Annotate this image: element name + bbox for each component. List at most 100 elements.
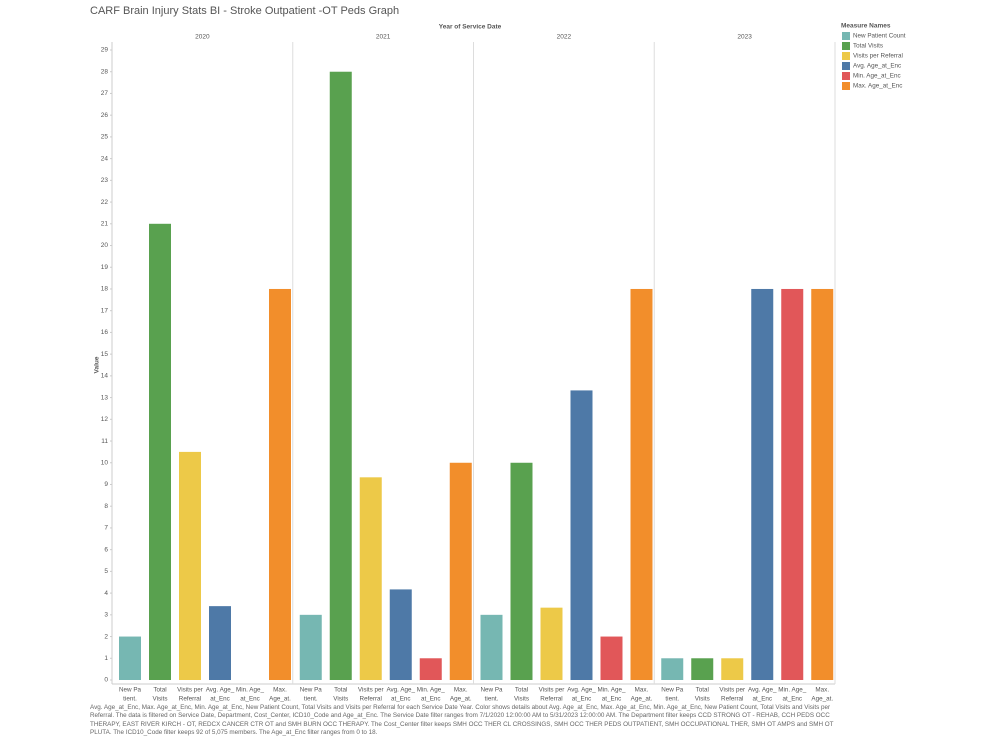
y-tick-label: 18 bbox=[101, 286, 109, 293]
legend-label: Min. Age_at_Enc bbox=[853, 73, 901, 80]
x-tick-label: Age_at. bbox=[450, 696, 472, 703]
y-tick-label: 21 bbox=[101, 221, 109, 228]
x-tick-label: at_Enc bbox=[752, 696, 772, 703]
x-tick-label: Visits per bbox=[539, 687, 565, 694]
bar bbox=[449, 462, 472, 680]
chart-title: CARF Brain Injury Stats BI - Stroke Outp… bbox=[90, 5, 399, 17]
bar bbox=[721, 658, 744, 680]
x-tick-label: Visits bbox=[514, 696, 529, 703]
bar bbox=[419, 658, 442, 680]
y-tick-label: 12 bbox=[101, 416, 109, 423]
y-tick-label: 22 bbox=[101, 199, 109, 206]
y-tick-label: 19 bbox=[101, 264, 109, 271]
y-tick-label: 23 bbox=[101, 177, 109, 184]
x-tick-label: Total bbox=[696, 687, 709, 694]
column-label: 2023 bbox=[737, 34, 752, 41]
legend-swatch bbox=[842, 62, 850, 70]
legend-swatch bbox=[842, 52, 850, 60]
x-tick-label: Min. Age_ bbox=[236, 687, 265, 694]
x-tick-label: Visits per bbox=[358, 687, 384, 694]
x-tick-label: Min. Age_ bbox=[778, 687, 807, 694]
x-tick-label: Avg. Age_ bbox=[206, 687, 235, 694]
bar bbox=[119, 636, 141, 680]
bar bbox=[630, 288, 653, 680]
bar bbox=[811, 288, 834, 680]
legend-swatch bbox=[842, 42, 850, 50]
column-label: 2022 bbox=[557, 34, 572, 41]
x-tick-label: Max. bbox=[273, 687, 287, 694]
y-tick-label: 25 bbox=[101, 134, 109, 141]
x-tick-label: New Pa bbox=[480, 687, 503, 694]
x-tick-label: Min. Age_ bbox=[417, 687, 446, 694]
y-tick-label: 6 bbox=[104, 546, 108, 553]
column-header: Year of Service Date bbox=[439, 24, 502, 31]
x-tick-label: Avg. Age_ bbox=[567, 687, 596, 694]
legend-swatch bbox=[842, 82, 850, 90]
y-tick-label: 10 bbox=[101, 459, 109, 466]
bar bbox=[600, 636, 623, 680]
x-tick-label: Total bbox=[515, 687, 528, 694]
legend-swatch bbox=[842, 32, 850, 40]
legend-title: Measure Names bbox=[841, 23, 891, 30]
y-tick-label: 4 bbox=[104, 590, 108, 597]
y-tick-label: 20 bbox=[101, 242, 109, 249]
bar bbox=[179, 451, 201, 680]
y-tick-label: 17 bbox=[101, 307, 109, 314]
bar bbox=[299, 614, 322, 680]
x-tick-label: Age_at. bbox=[269, 696, 291, 703]
x-tick-label: Referral bbox=[721, 696, 743, 703]
bar bbox=[480, 614, 503, 680]
x-tick-label: at_Enc bbox=[210, 696, 230, 703]
x-tick-label: Visits bbox=[333, 696, 348, 703]
x-tick-label: at_Enc bbox=[421, 696, 441, 703]
x-tick-label: Max. bbox=[454, 687, 468, 694]
x-tick-label: Referral bbox=[540, 696, 562, 703]
bar bbox=[149, 223, 171, 681]
bar bbox=[510, 462, 533, 680]
y-tick-label: 7 bbox=[104, 525, 108, 532]
x-tick-label: at_Enc bbox=[240, 696, 260, 703]
y-tick-label: 27 bbox=[101, 90, 109, 97]
bar bbox=[661, 658, 684, 680]
bar bbox=[269, 288, 291, 680]
x-tick-label: Referral bbox=[179, 696, 201, 703]
y-tick-label: 13 bbox=[101, 394, 109, 401]
x-tick-label: New Pa bbox=[661, 687, 684, 694]
legend-label: Avg. Age_at_Enc bbox=[853, 63, 901, 70]
x-tick-label: Total bbox=[334, 687, 347, 694]
x-tick-label: Age_at. bbox=[631, 696, 653, 703]
x-tick-label: Min. Age_ bbox=[597, 687, 626, 694]
column-label: 2021 bbox=[376, 34, 391, 41]
footnote: Avg. Age_at_Enc, Max. Age_at_Enc, Min. A… bbox=[90, 704, 834, 737]
x-tick-label: tient. bbox=[485, 696, 499, 703]
y-tick-label: 26 bbox=[101, 112, 109, 119]
y-tick-label: 28 bbox=[101, 68, 109, 75]
x-tick-label: Total bbox=[153, 687, 166, 694]
x-tick-label: Avg. Age_ bbox=[748, 687, 777, 694]
x-tick-label: at_Enc bbox=[572, 696, 592, 703]
x-tick-label: Max. bbox=[635, 687, 649, 694]
x-tick-label: Visits per bbox=[177, 687, 203, 694]
legend-label: Visits per Referral bbox=[853, 53, 903, 60]
x-tick-label: New Pa bbox=[300, 687, 323, 694]
y-tick-label: 29 bbox=[101, 47, 109, 54]
bar bbox=[781, 288, 804, 680]
bar bbox=[751, 288, 774, 680]
x-tick-label: New Pa bbox=[119, 687, 142, 694]
column-label: 2020 bbox=[195, 34, 210, 41]
x-tick-label: tient. bbox=[304, 696, 318, 703]
x-tick-label: Visits bbox=[153, 696, 168, 703]
y-tick-label: 3 bbox=[104, 612, 108, 619]
legend-label: New Patient Count bbox=[853, 33, 906, 40]
bar bbox=[389, 589, 412, 680]
bar bbox=[329, 71, 352, 681]
y-tick-label: 14 bbox=[101, 373, 109, 380]
legend-swatch bbox=[842, 72, 850, 80]
legend-label: Total Visits bbox=[853, 43, 883, 50]
bar bbox=[691, 658, 714, 680]
y-tick-label: 9 bbox=[104, 481, 108, 488]
y-tick-label: 1 bbox=[104, 655, 108, 662]
x-tick-label: Age_at. bbox=[811, 696, 833, 703]
